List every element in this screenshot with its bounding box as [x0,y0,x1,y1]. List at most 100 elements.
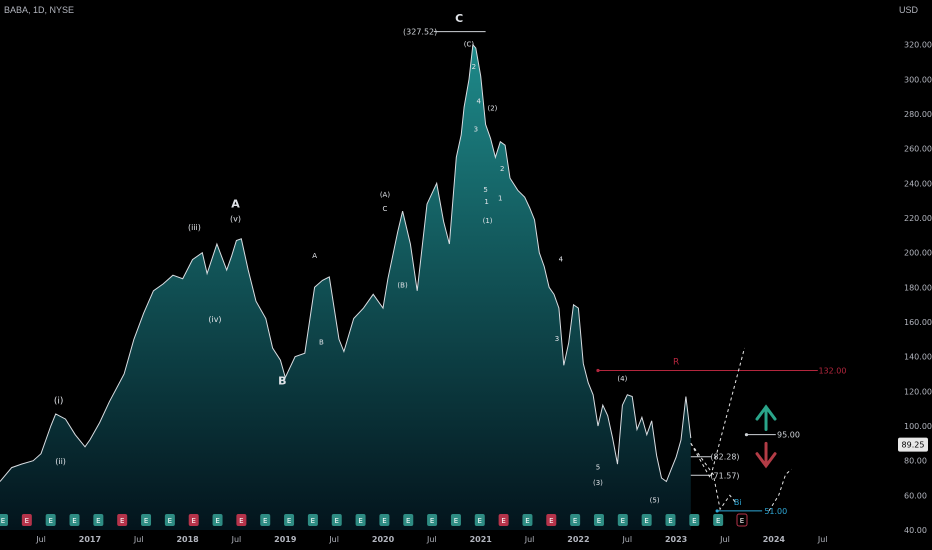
wave-label: C [383,205,388,213]
level-7157-label: (71.57) [710,471,739,480]
y-tick-label: 80.00 [904,457,927,466]
y-tick-label: 120.00 [904,387,932,396]
earnings-badge-box [117,514,128,526]
wave-label: B [278,374,286,387]
earnings-badge-box [93,514,104,526]
down-arrow-icon [755,441,777,469]
earnings-badge-letter: E [72,517,76,525]
wave-label: 5 [596,463,600,471]
earnings-badge-letter: E [191,517,195,525]
chart-symbol-header: BABA, 1D, NYSE [4,5,75,15]
wave-label: (A) [380,191,391,199]
resistance-start-dot [596,368,600,373]
wave-label: 3 [474,125,478,133]
wave-label: (iii) [188,223,201,232]
earnings-badge-box [379,514,390,526]
earnings-event-badge: E [69,514,80,526]
earnings-event-badge: E [450,514,461,526]
earnings-event-badge: E [593,514,604,526]
earnings-event-badge: E [21,514,32,526]
wave-label: A [312,252,317,260]
y-tick-label: 320.00 [904,41,932,50]
wave-label: (C) [464,40,475,48]
earnings-badge-letter: E [96,517,100,525]
y-tick-label: 160.00 [904,318,932,327]
earnings-badge-box [736,513,748,527]
earnings-badge-box [164,514,175,526]
earnings-event-badge: E [355,514,366,526]
x-tick-label: Jul [35,535,46,544]
earnings-badge-letter: E [335,517,339,525]
earnings-badge-letter: E [549,517,553,525]
support-start-dot [715,509,719,513]
earnings-badge-box [570,514,581,526]
support-51-label: 51.00 [764,507,787,516]
x-tick-label: Jul [817,535,828,544]
wave-label: 3 [555,335,559,343]
bullish-projection-path [690,347,745,480]
earnings-badge-letter: E [120,517,124,525]
earnings-badge-box [284,514,295,526]
wave-label: 1 [484,198,488,206]
earnings-event-badge: E [736,513,748,527]
earnings-badge-box [21,514,32,526]
wave-label: 1 [498,195,502,203]
wave-label: (4) [617,375,627,383]
x-tick-label: 2024 [763,535,786,544]
y-tick-label: 300.00 [904,75,932,84]
earnings-badge-letter: E [168,517,172,525]
earnings-badge-box [307,514,318,526]
earnings-badge-box [617,514,628,526]
earnings-event-badge: E [665,514,676,526]
x-tick-label: Jul [621,535,632,544]
earnings-badge-letter: E [668,517,672,525]
earnings-badge-box [260,514,271,526]
wave-label: C [455,12,463,25]
earnings-badge-letter: E [239,517,243,525]
earnings-event-badge: E [188,514,199,526]
target-95-dot [744,433,749,437]
earnings-badge-box [713,514,724,526]
earnings-badge-box [212,514,223,526]
target-95-label: 95.00 [777,431,800,440]
x-tick-label: 2023 [665,535,687,544]
earnings-event-badge: E [236,514,247,526]
wave-label: 2 [472,63,476,71]
earnings-event-badge: E [617,514,628,526]
earnings-badge-box [522,514,533,526]
earnings-event-badge: E [45,514,56,526]
y-tick-label: 100.00 [904,422,932,431]
y-tick-label: 280.00 [904,110,932,119]
current-price-label: 89.25 [902,441,925,450]
x-tick-label: 2019 [274,535,297,544]
x-tick-label: Jul [328,535,339,544]
earnings-badge-box [641,514,652,526]
earnings-event-badge: E [212,514,223,526]
wave-label: 4 [477,98,482,106]
earnings-event-badge: E [570,514,581,526]
earnings-event-badge: E [522,514,533,526]
wave-label: (3) [593,479,603,487]
earnings-badge-box [188,514,199,526]
earnings-event-badge: E [689,514,700,526]
wave-label: 5 [483,186,487,194]
earnings-badge-letter: E [692,517,696,525]
earnings-badge-box [498,514,509,526]
earnings-badge-box [427,514,438,526]
earnings-event-badge: E [93,514,104,526]
wave-label: (v) [230,214,241,223]
x-tick-label: Jul [426,535,437,544]
x-tick-label: Jul [524,535,535,544]
earnings-badge-box [593,514,604,526]
support-bi-label: Bi [734,498,742,507]
earnings-event-badge: E [379,514,390,526]
earnings-badge-letter: E [621,517,625,525]
wave-label: 2 [500,165,504,173]
earnings-badge-letter: E [454,517,458,525]
earnings-badge-letter: E [25,517,29,525]
earnings-event-badge: E [141,514,152,526]
earnings-badge-box [546,514,557,526]
peak-value-label: (327.52) [403,28,437,37]
wave-label: (i) [54,396,64,406]
